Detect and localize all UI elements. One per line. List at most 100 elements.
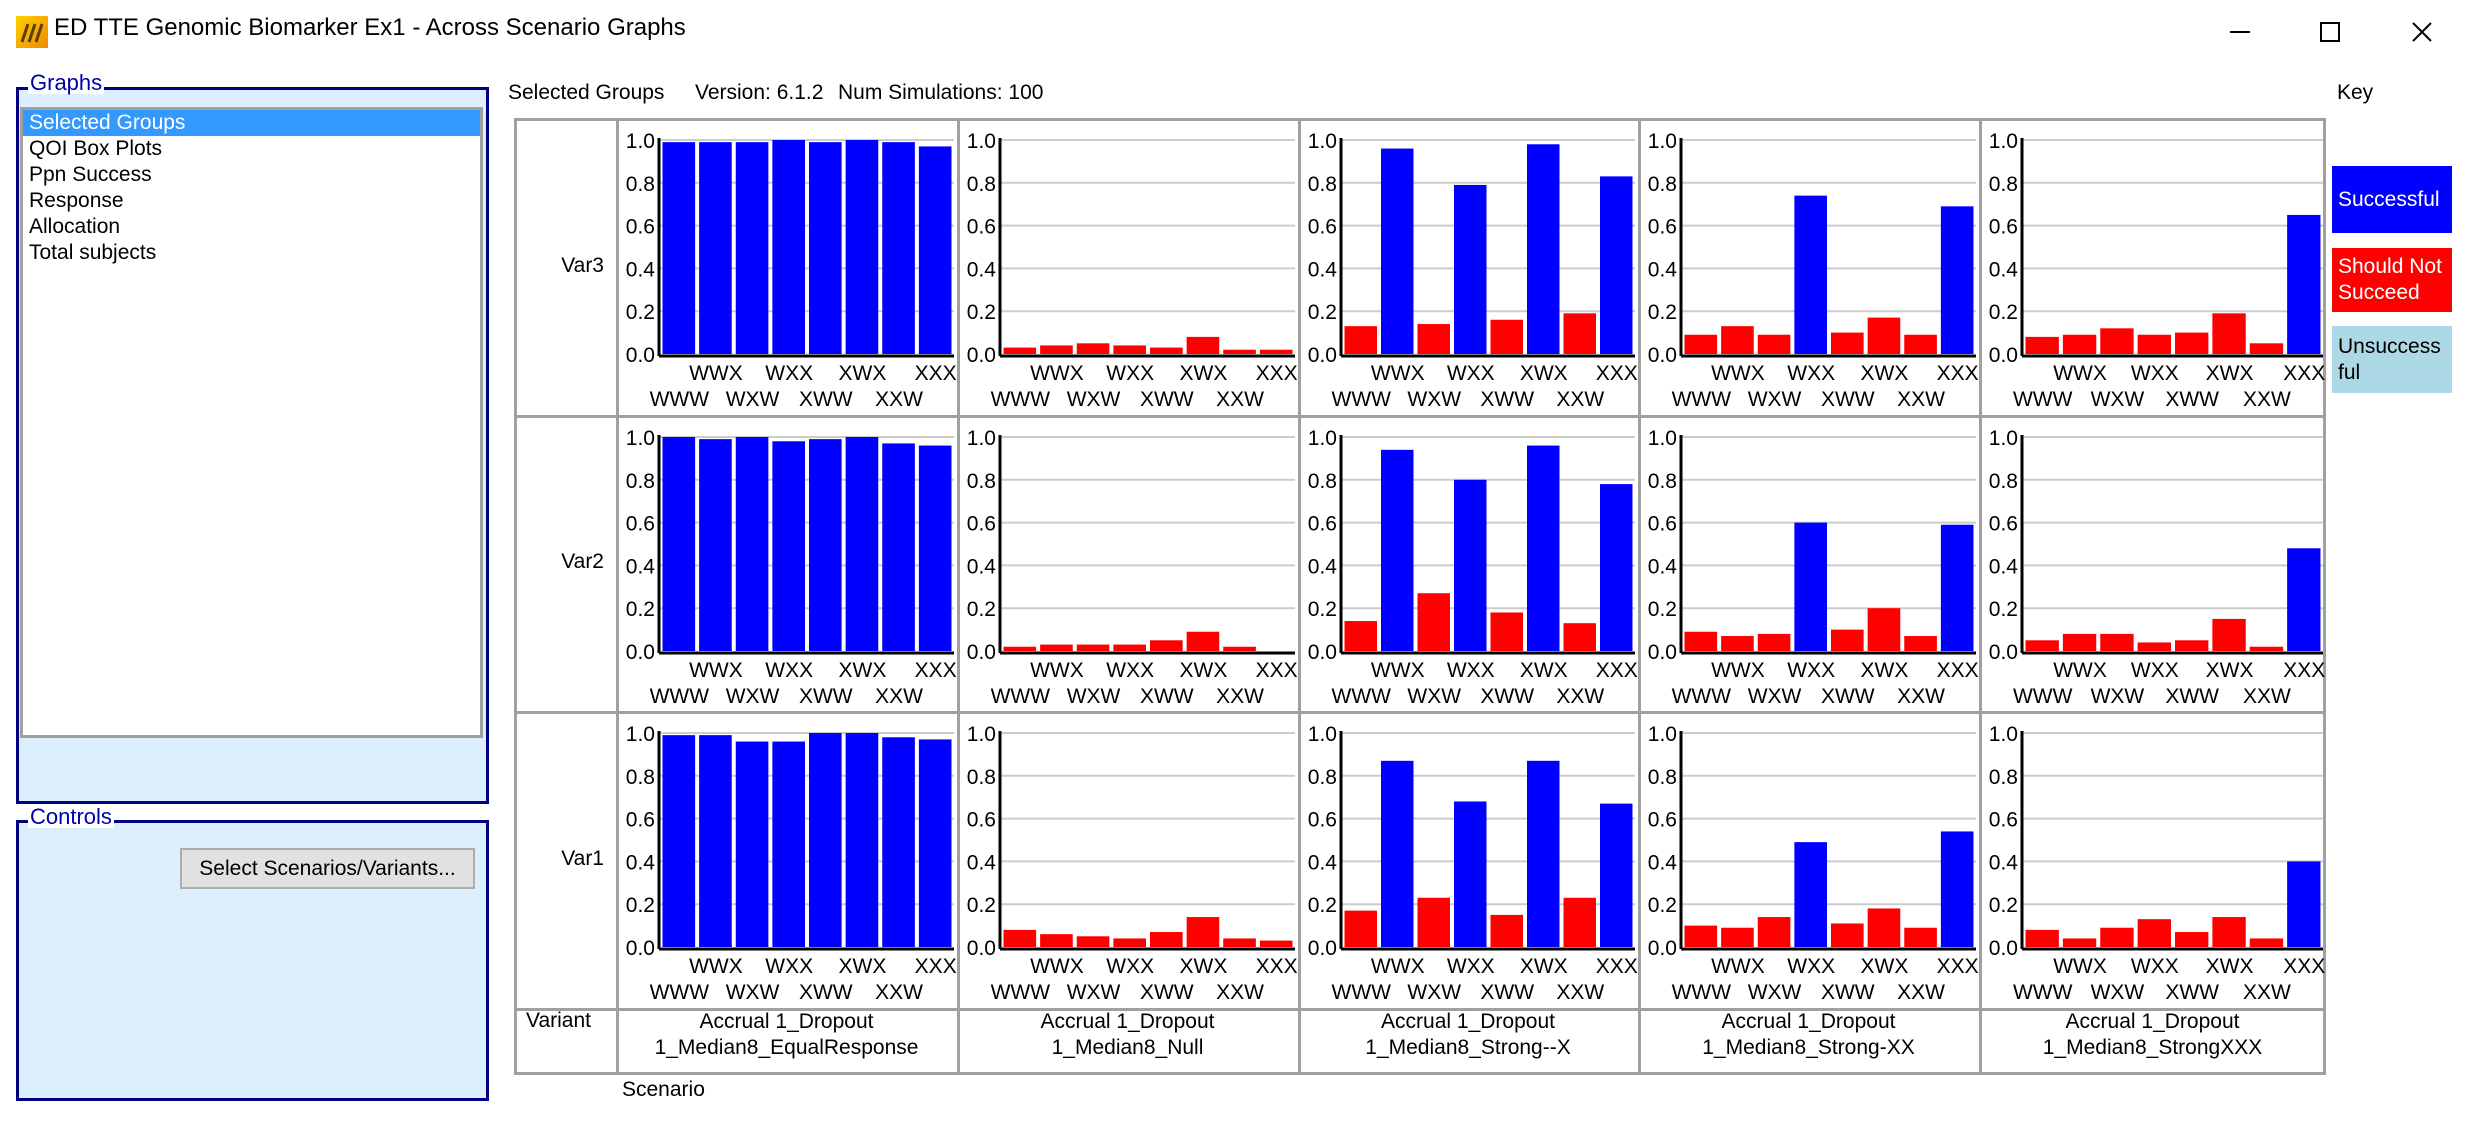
maximize-icon [2320, 21, 2340, 42]
y-tick-label: 1.0 [1648, 427, 1677, 450]
x-tick-label: XXX [1596, 955, 1638, 978]
bar-wxw [1417, 593, 1450, 651]
x-tick-label: XWX [1520, 955, 1568, 978]
bar-xww [2175, 932, 2209, 947]
x-tick-label: WWW [1672, 685, 1732, 708]
maximize-button[interactable] [2284, 0, 2376, 63]
x-tick-label: XWW [2165, 388, 2219, 411]
y-tick-label: 1.0 [1648, 723, 1677, 746]
num-simulations-text: Num Simulations: 100 [838, 81, 1044, 104]
graphs-listbox[interactable]: Selected Groups QOI Box Plots Ppn Succes… [20, 107, 483, 738]
x-tick-label: XXW [1897, 388, 1945, 411]
x-tick-label: WXW [2091, 685, 2145, 708]
bar-xxw [2249, 938, 2284, 947]
x-tick-label: WWX [1030, 362, 1084, 385]
x-tick-label: XWW [1480, 981, 1534, 1004]
y-tick-label: 0.6 [626, 216, 655, 239]
x-tick-label: XWW [799, 685, 853, 708]
x-tick-label: WWX [689, 659, 743, 682]
bar-chart-var1-0: 0.0 0.2 0.4 0.6 0.8 1.0 WWW WWX WXW WXX XWW XWX XXW X… [626, 723, 957, 1004]
bar-wwx [699, 439, 732, 651]
y-tick-label: 0.2 [626, 598, 655, 621]
x-tick-label: WWX [1030, 659, 1084, 682]
list-item-allocation[interactable]: Allocation [29, 215, 121, 238]
grid-divider-vertical [616, 118, 619, 1075]
x-tick-label: XXX [1937, 955, 1979, 978]
title-bar: ED TTE Genomic Biomarker Ex1 - Across Sc… [0, 0, 2472, 63]
x-tick-label: XXW [1216, 685, 1264, 708]
x-tick-label: XXX [1596, 659, 1638, 682]
bar-chart-var1-2: 0.0 0.2 0.4 0.6 0.8 1.0 WWW WWX WXW WXX XWW XWX XXW X… [1308, 723, 1638, 1004]
x-tick-label: XWW [2165, 981, 2219, 1004]
list-item-ppn-success[interactable]: Ppn Success [29, 163, 152, 186]
x-tick-label: WWX [1371, 362, 1425, 385]
select-scenarios-variants-button[interactable]: Select Scenarios/Variants... [180, 848, 475, 889]
x-tick-label: XXW [1897, 685, 1945, 708]
bar-chart-var3-0: 0.0 0.2 0.4 0.6 0.8 1.0 WWW WWX WXW WXX XWW XWX XXW X… [626, 130, 957, 411]
row-label-var1: Var1 [561, 847, 604, 870]
y-tick-label: 0.4 [1989, 258, 2019, 281]
x-tick-label: WWW [650, 388, 710, 411]
y-tick-label: 1.0 [1989, 427, 2018, 450]
list-item-selected-groups[interactable]: Selected Groups [23, 110, 480, 136]
list-item-total-subjects[interactable]: Total subjects [29, 241, 157, 264]
scenario-label: Scenario [622, 1078, 705, 1101]
x-tick-label: WXX [1106, 955, 1154, 978]
bar-www [662, 437, 696, 651]
bar-xwx [2212, 917, 2246, 947]
graphs-group-label: Graphs [28, 70, 105, 95]
scenario-line1: Accrual 1_Dropout [1721, 1010, 1896, 1033]
bar-wwx [1040, 934, 1073, 947]
bar-wwx [1721, 636, 1754, 651]
bar-wxx [1794, 195, 1827, 354]
bar-wxx [1794, 522, 1827, 651]
bar-xwx [845, 140, 879, 354]
bar-wxx [1794, 842, 1827, 947]
x-tick-label: XWW [1140, 981, 1194, 1004]
key-successful: Successful [2332, 166, 2452, 233]
x-tick-label: XWW [799, 388, 853, 411]
x-tick-label: WXX [1787, 955, 1835, 978]
bar-wwx [699, 735, 732, 947]
y-tick-label: 0.6 [1308, 216, 1337, 239]
x-tick-label: WWX [1711, 362, 1765, 385]
y-tick-label: 0.4 [967, 555, 997, 578]
scenario-line1: Accrual 1_Dropout [1381, 1010, 1555, 1033]
bar-xww [1831, 923, 1864, 947]
bar-chart-var2-0: 0.0 0.2 0.4 0.6 0.8 1.0 WWW WWX WXW WXX XWW XWX XXW X… [626, 427, 957, 708]
bar-wwx [1721, 326, 1754, 354]
bar-wxw [735, 741, 769, 947]
y-tick-label: 0.4 [1308, 851, 1338, 874]
x-tick-label: XWW [1140, 388, 1194, 411]
bar-www [1684, 925, 1718, 947]
x-tick-label: WXW [1067, 685, 1121, 708]
x-tick-label: XXW [1556, 981, 1604, 1004]
bar-wwx [1381, 760, 1414, 947]
key-label: Key [2337, 81, 2374, 104]
bar-xww [809, 439, 842, 651]
bar-www [1003, 646, 1037, 651]
list-item-response[interactable]: Response [29, 189, 124, 212]
bar-xxx [2287, 548, 2321, 651]
bar-xxx [1259, 349, 1293, 354]
close-button[interactable] [2376, 0, 2468, 63]
bar-wxw [1757, 334, 1791, 354]
bar-wxx [772, 741, 805, 947]
minimize-button[interactable] [2194, 0, 2286, 63]
bar-chart-var3-3: 0.0 0.2 0.4 0.6 0.8 1.0 WWW WWX WXW WXX XWW XWX XXW X… [1648, 130, 1979, 411]
x-tick-label: WXW [1748, 981, 1802, 1004]
list-item-qoi-box-plots[interactable]: QOI Box Plots [29, 137, 163, 160]
app-logo-icon [16, 16, 48, 48]
bar-xww [1490, 319, 1523, 354]
x-tick-label: XWX [1861, 955, 1909, 978]
x-tick-label: XXW [1556, 388, 1604, 411]
x-tick-label: WXW [1067, 388, 1121, 411]
bar-xww [1150, 932, 1183, 947]
bar-chart-var1-3: 0.0 0.2 0.4 0.6 0.8 1.0 WWW WWX WXW WXX XWW XWX XXW X… [1648, 723, 1979, 1004]
bar-xww [1831, 332, 1864, 354]
bar-wwx [1040, 345, 1073, 354]
x-tick-label: XWW [1821, 388, 1875, 411]
y-tick-label: 0.2 [1648, 894, 1677, 917]
x-tick-label: XXW [2243, 981, 2291, 1004]
x-tick-label: XXX [915, 362, 957, 385]
